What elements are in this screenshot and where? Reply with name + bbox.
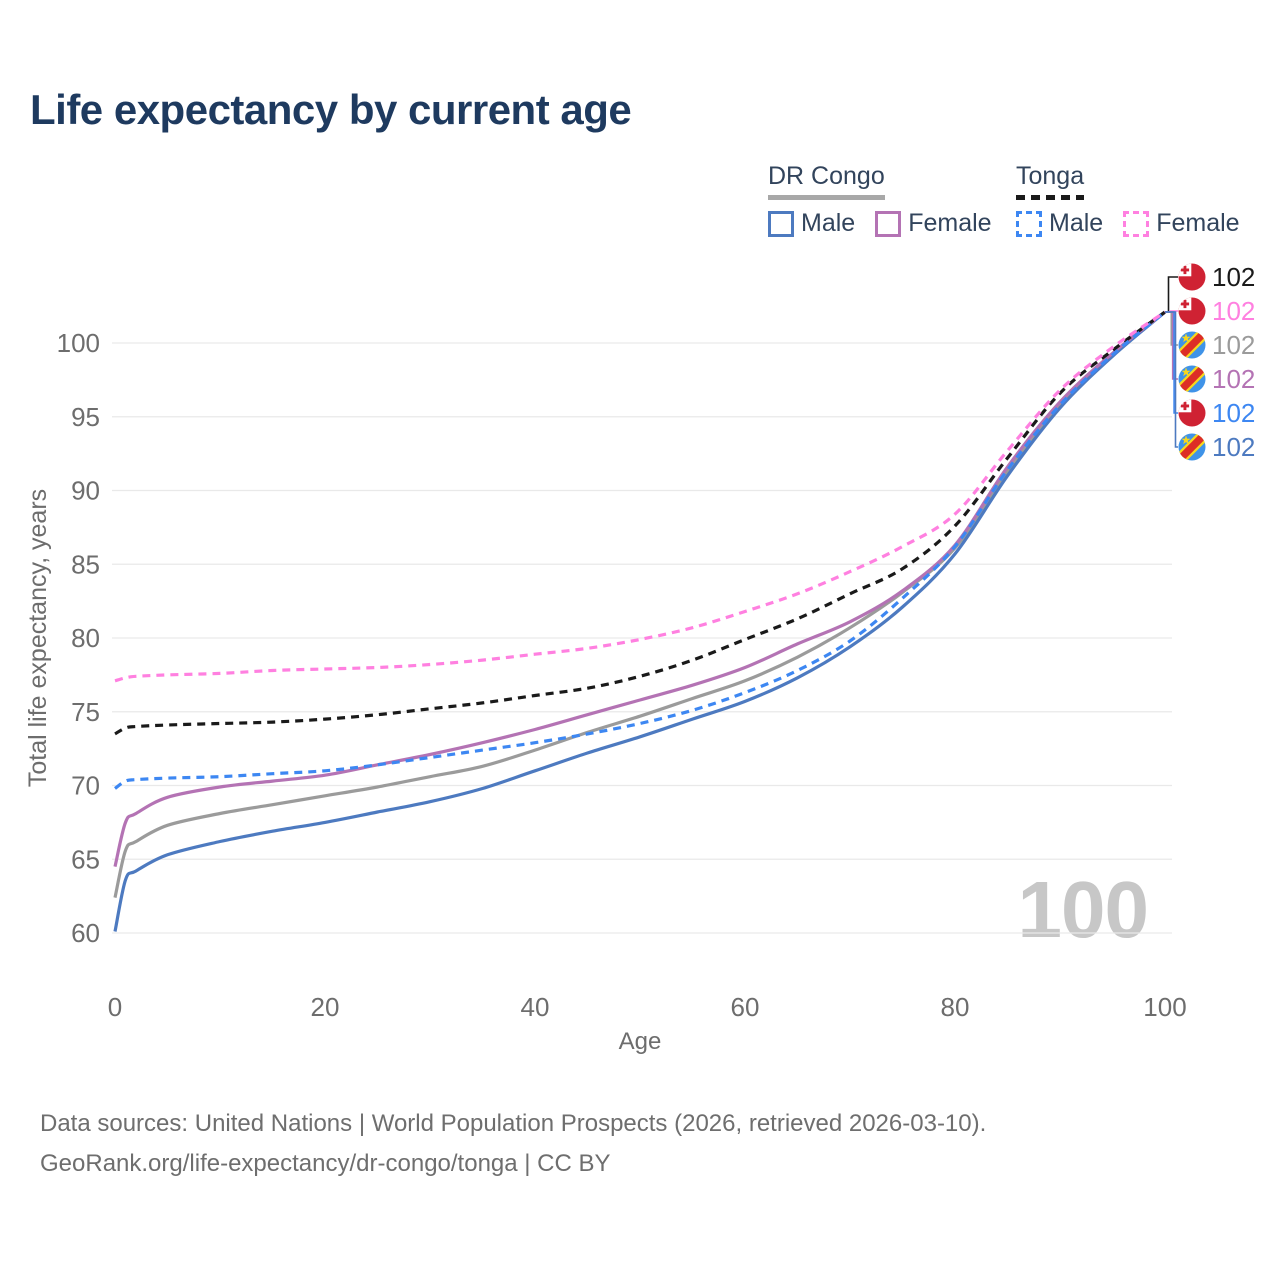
end-label-connector	[1165, 276, 1178, 313]
x-axis-title: Age	[619, 1028, 662, 1055]
chart-legend: DR Congo Male Female Tonga	[0, 162, 1280, 242]
legend-group-tonga: Tonga Male Female	[1016, 162, 1240, 238]
legend-item-label: Male	[1049, 209, 1104, 237]
attribution-line: GeoRank.org/life-expectancy/dr-congo/ton…	[40, 1150, 611, 1177]
y-tick-label: 85	[71, 549, 100, 579]
legend-item-label: Female	[908, 209, 992, 237]
x-tick-label: 20	[311, 992, 340, 1022]
series-line-dr-congo-both[interactable]	[113, 310, 1167, 898]
y-tick-label: 60	[71, 918, 100, 948]
series-line-dr-congo-female[interactable]	[113, 310, 1166, 867]
solid-square-swatch-icon	[875, 210, 902, 237]
dr-congo-flag-icon	[1178, 433, 1206, 461]
legend-header-tonga[interactable]: Tonga	[1016, 162, 1085, 200]
age-counter-watermark: 100	[1017, 865, 1149, 954]
tonga-flag-icon	[1178, 263, 1206, 291]
series-line-dr-congo-male[interactable]	[113, 310, 1167, 932]
page-title: Life expectancy by current age	[30, 86, 632, 133]
x-tick-label: 100	[1143, 992, 1186, 1022]
y-tick-label: 95	[71, 402, 100, 432]
y-tick-label: 75	[71, 697, 100, 727]
end-label-value: 102	[1212, 432, 1255, 462]
y-tick-label: 90	[71, 476, 100, 506]
dr-congo-flag-icon	[1178, 365, 1206, 393]
legend-header-dr-congo[interactable]: DR Congo	[768, 162, 885, 200]
end-label-value: 102	[1212, 296, 1255, 326]
solid-square-swatch-icon	[768, 210, 794, 237]
x-tick-label: 80	[941, 992, 970, 1022]
legend-item-label: Female	[1156, 209, 1240, 237]
end-label-connector	[1165, 311, 1178, 448]
series-lines	[113, 310, 1167, 932]
axis-labels: 60 65 70 75 80 85 90 95 100 0 20 40 60 80 100 Age Total …	[24, 328, 1187, 1055]
end-label-value: 102	[1212, 398, 1255, 428]
series-line-tonga-male[interactable]	[114, 310, 1167, 790]
data-sources-line: Data sources: United Nations | World Pop…	[40, 1110, 987, 1137]
dr-congo-flag-icon	[1178, 331, 1206, 359]
legend-item-label: Male	[801, 209, 856, 237]
end-label-value: 102	[1212, 364, 1255, 394]
y-tick-label: 70	[71, 771, 100, 801]
legend-header-label: Tonga	[1016, 162, 1085, 190]
y-tick-label: 80	[71, 623, 100, 653]
dashed-square-swatch-icon	[1016, 210, 1042, 237]
series-line-tonga-both[interactable]	[114, 310, 1166, 736]
legend-item-dr-congo-male[interactable]: Male	[768, 209, 855, 238]
tonga-flag-icon	[1178, 399, 1206, 427]
legend-header-label: DR Congo	[768, 162, 885, 190]
legend-item-tonga-female[interactable]: Female	[1123, 209, 1240, 238]
y-axis-title: Total life expectancy, years	[24, 489, 52, 787]
end-label-value: 102	[1212, 262, 1255, 292]
tonga-flag-icon	[1178, 297, 1206, 325]
y-tick-label: 100	[57, 328, 100, 358]
dashed-square-swatch-icon	[1123, 210, 1150, 237]
legend-group-dr-congo: DR Congo Male Female	[768, 162, 992, 238]
dashed-line-style-swatch	[1016, 195, 1085, 200]
end-label-value: 102	[1212, 330, 1255, 360]
end-labels: 102 102 102 102 102 102	[1165, 262, 1255, 462]
series-line-tonga-female[interactable]	[114, 310, 1166, 683]
footer: Data sources: United Nations | World Pop…	[40, 1104, 1260, 1184]
legend-item-tonga-male[interactable]: Male	[1016, 209, 1103, 238]
gridlines	[112, 342, 1172, 934]
x-tick-label: 0	[108, 992, 122, 1022]
x-tick-label: 40	[521, 992, 550, 1022]
solid-line-style-swatch	[768, 195, 885, 200]
x-tick-label: 60	[731, 992, 760, 1022]
y-tick-label: 65	[71, 844, 100, 874]
legend-item-dr-congo-female[interactable]: Female	[875, 209, 992, 238]
